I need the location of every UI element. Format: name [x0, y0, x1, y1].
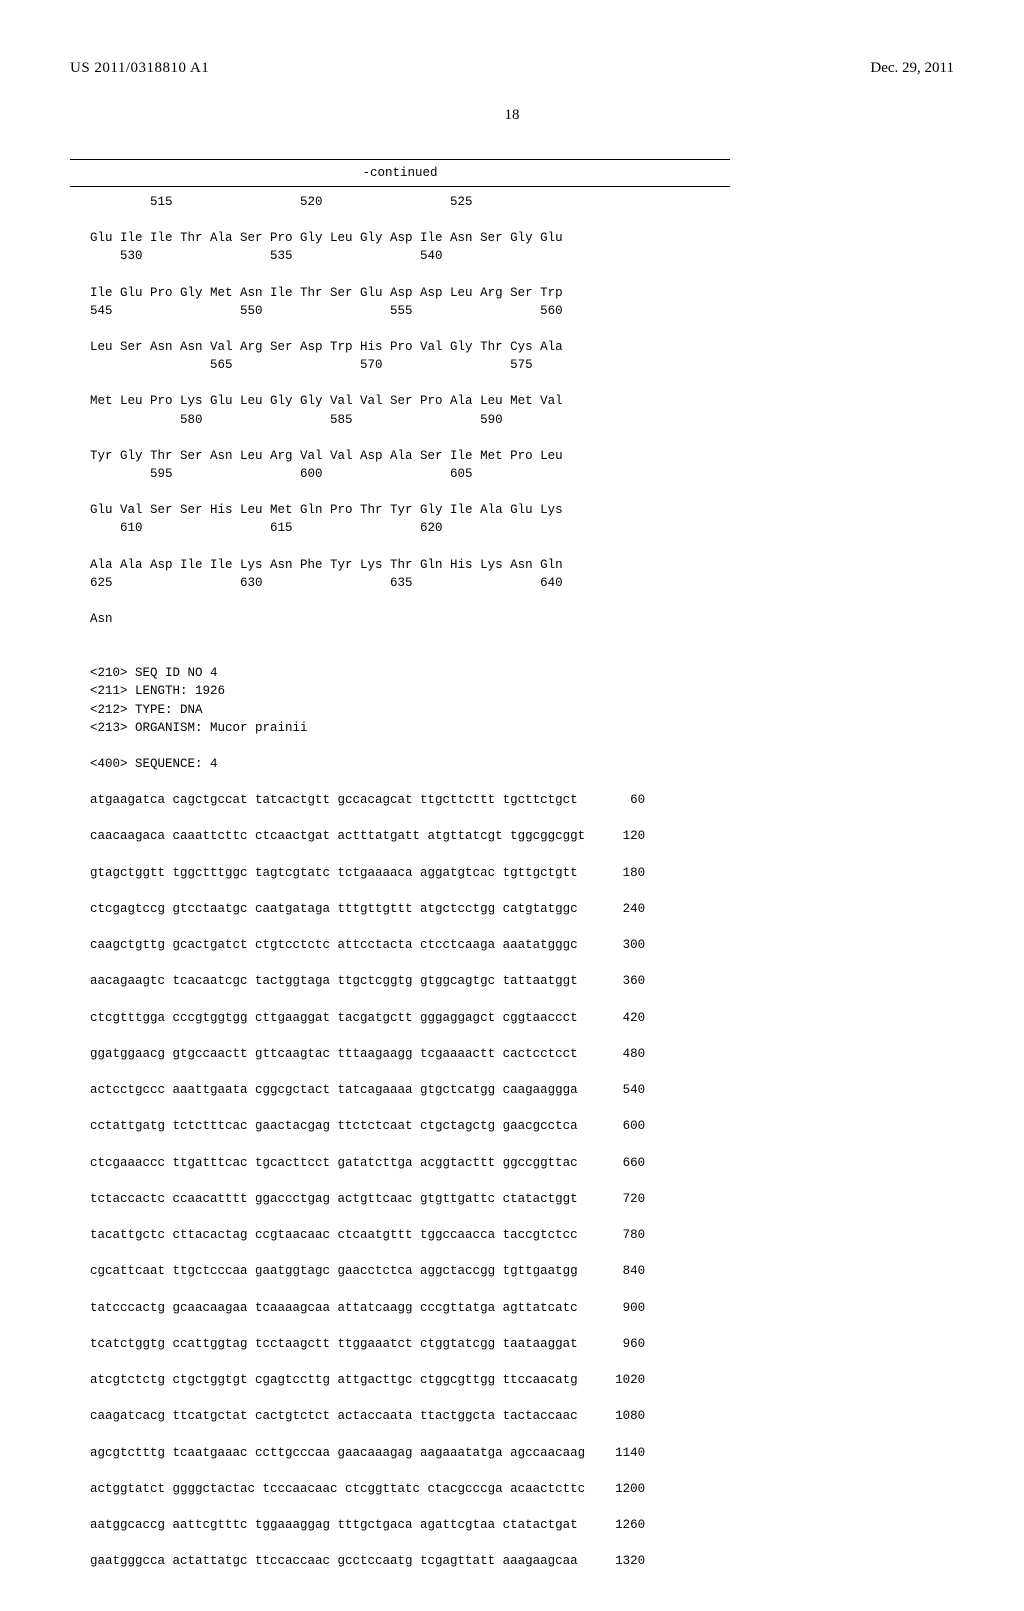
- bottom-rule: [70, 186, 730, 187]
- page-number: 18: [70, 107, 954, 124]
- page-container: US 2011/0318810 A1 Dec. 29, 2011 18 -con…: [0, 0, 1024, 1611]
- publication-date: Dec. 29, 2011: [870, 60, 954, 77]
- sequence-listing: 515 520 525 Glu Ile Ile Thr Ala Ser Pro …: [90, 193, 954, 1571]
- publication-number: US 2011/0318810 A1: [70, 60, 209, 77]
- continued-label: -continued: [70, 166, 730, 180]
- top-rule: [70, 159, 730, 160]
- header-row: US 2011/0318810 A1 Dec. 29, 2011: [70, 60, 954, 77]
